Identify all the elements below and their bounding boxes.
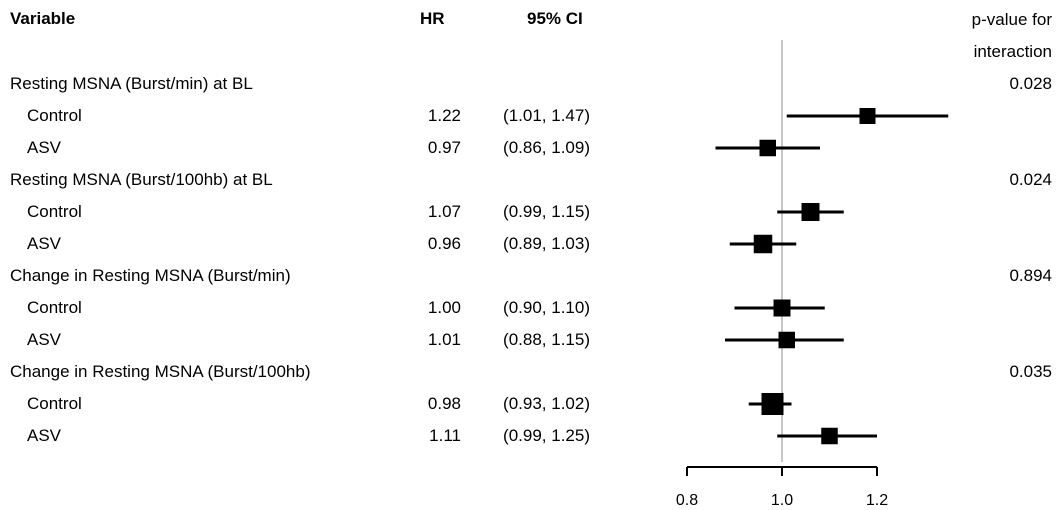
header-ci: 95% CI [527,9,583,28]
header-pvalue-line2: interaction [973,42,1052,61]
ci-value: (0.99, 1.15) [503,202,590,221]
group-label: Resting MSNA (Burst/100hb) at BL [10,170,273,189]
subgroup-label: ASV [27,138,62,157]
hr-point [801,203,820,221]
x-tick-label: 1.0 [771,492,793,509]
x-tick-label: 0.8 [676,492,698,509]
hr-value: 1.00 [427,298,461,317]
group-label: Change in Resting MSNA (Burst/min) [10,266,291,285]
hr-value: 1.01 [427,330,461,349]
ci-value: (0.88, 1.15) [503,330,590,349]
subgroup-label: Control [27,106,82,125]
hr-point [773,299,791,317]
group-label: Resting MSNA (Burst/min) at BL [10,74,253,93]
hr-point [821,427,838,445]
hr-point [859,108,876,124]
hr-value: 0.97 [427,138,461,157]
hr-point [753,234,773,254]
hr-point [759,139,776,157]
hr-value: 1.07 [427,202,461,221]
pvalue-interaction: 0.024 [1009,170,1052,189]
subgroup-label: Control [27,298,82,317]
subgroup-label: Control [27,202,82,221]
ci-value: (1.01, 1.47) [503,106,590,125]
hr-point [778,331,795,349]
header-pvalue-line1: p-value for [971,10,1052,29]
pvalue-interaction: 0.894 [1009,266,1052,285]
subgroup-label: ASV [27,426,62,445]
ci-value: (0.93, 1.02) [503,394,590,413]
subgroup-label: ASV [27,234,62,253]
hr-value: 1.22 [427,106,461,125]
hr-value: 0.98 [427,394,461,413]
ci-value: (0.89, 1.03) [503,234,590,253]
hr-value: 0.96 [427,234,461,253]
hr-point [761,393,784,415]
ci-value: (0.90, 1.10) [503,298,590,317]
x-tick-label: 1.2 [866,492,888,509]
pvalue-interaction: 0.028 [1009,74,1052,93]
pvalue-interaction: 0.035 [1009,362,1052,381]
group-label: Change in Resting MSNA (Burst/100hb) [10,362,311,381]
header-hr: HR [420,9,445,28]
ci-value: (0.99, 1.25) [503,426,590,445]
subgroup-label: ASV [27,330,62,349]
header-variable: Variable [10,9,76,28]
hr-value: 1.11 [429,426,461,445]
subgroup-label: Control [27,394,82,413]
ci-value: (0.86, 1.09) [503,138,590,157]
